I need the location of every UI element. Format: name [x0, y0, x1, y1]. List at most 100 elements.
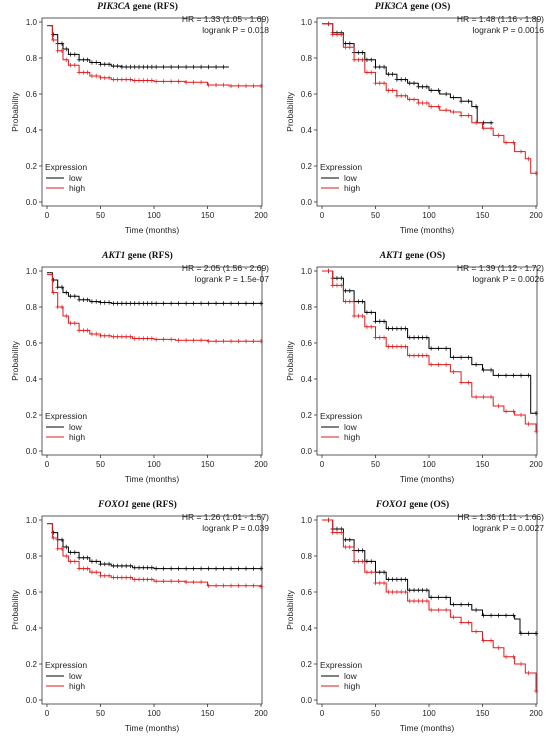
censor-mark [496, 133, 501, 138]
censor-mark [436, 104, 441, 109]
censor-mark [206, 583, 211, 588]
censor-mark [176, 338, 181, 343]
censor-mark [511, 140, 516, 145]
censor-mark [428, 595, 434, 600]
censor-mark [481, 638, 486, 643]
censor-mark [64, 57, 69, 62]
censor-mark [119, 575, 125, 580]
censor-mark [518, 412, 524, 418]
censor-marks-low [326, 268, 539, 416]
title-suffix: gene (OS) [406, 500, 450, 510]
chart-title: PIK3CA gene (RFS) [0, 2, 275, 12]
censor-mark [149, 565, 155, 570]
censor-mark [153, 579, 159, 584]
censor-mark [511, 409, 516, 414]
y-tick-label: 0.2 [301, 660, 313, 669]
censor-mark [351, 57, 357, 62]
censor-mark [102, 561, 107, 567]
y-tick-label: 0.4 [26, 624, 38, 633]
y-tick-label: 1.0 [26, 516, 38, 525]
censor-mark [451, 369, 456, 374]
legend-label-high: high [344, 432, 360, 442]
censor-mark [221, 583, 226, 588]
y-tick-label: 0.8 [26, 303, 38, 312]
censor-mark [503, 140, 509, 145]
censor-mark [377, 335, 382, 340]
censor-mark [377, 570, 382, 575]
x-tick-label: 50 [96, 460, 105, 469]
x-tick-label: 150 [201, 709, 215, 718]
censor-mark [72, 550, 78, 555]
x-tick-label: 50 [371, 460, 380, 469]
censor-mark [398, 326, 404, 331]
censor-mark [511, 613, 516, 618]
censor-mark [407, 353, 412, 358]
censor-mark [503, 654, 509, 659]
chart-title: FOXO1 gene (OS) [275, 500, 550, 510]
censor-mark [59, 546, 65, 551]
censor-mark [369, 57, 374, 62]
censor-mark [334, 276, 340, 281]
survival-curve-low [322, 23, 494, 124]
censor-mark [403, 589, 408, 595]
hazard-ratio-box: HR = 2.05 (1.56 - 2.69) logrank P = 1.5e-… [182, 263, 269, 285]
y-axis-label: Probability [285, 91, 295, 131]
censor-mark [386, 326, 391, 331]
chart-title: AKT1 gene (RFS) [0, 251, 275, 261]
censor-mark [451, 615, 456, 620]
hazard-ratio-box: HR = 1.36 (1.11 - 1.66) logrank P = 0.002… [457, 512, 544, 534]
title-suffix: gene (RFS) [130, 2, 178, 12]
censor-mark [243, 301, 249, 306]
censor-mark [81, 70, 86, 75]
censor-mark [364, 559, 370, 564]
censor-mark [198, 301, 204, 306]
censor-mark [451, 109, 456, 115]
plot-frame [316, 515, 538, 705]
censor-mark [228, 339, 234, 344]
censor-mark [518, 149, 524, 154]
plot-frame [41, 17, 263, 207]
censor-mark [72, 559, 78, 564]
censor-mark [68, 294, 73, 299]
censor-mark [420, 588, 425, 593]
censor-mark [111, 563, 116, 569]
censor-mark [458, 380, 464, 385]
censor-mark [398, 77, 404, 82]
censor-mark [119, 64, 125, 70]
censor-mark [64, 46, 69, 52]
censor-mark [364, 324, 370, 329]
censor-mark [390, 88, 395, 93]
y-tick-label: 1.0 [301, 267, 313, 276]
censor-mark [128, 334, 133, 339]
censor-mark [381, 319, 387, 324]
censor-mark [198, 64, 204, 70]
censor-mark [198, 566, 204, 571]
censor-mark [198, 80, 204, 85]
censor-mark [381, 64, 387, 70]
censor-mark [351, 313, 357, 319]
censor-mark [161, 79, 166, 84]
censor-mark [85, 70, 90, 75]
censor-mark [390, 344, 395, 349]
censor-mark [51, 277, 56, 283]
censor-mark [394, 93, 400, 98]
censor-mark [356, 559, 361, 564]
censor-mark [488, 613, 494, 618]
censor-mark [72, 321, 78, 326]
x-tick-label: 100 [147, 709, 161, 718]
x-tick-label: 200 [529, 460, 543, 469]
censor-mark [416, 598, 421, 604]
censor-mark [503, 613, 509, 618]
censor-mark [198, 579, 204, 585]
censor-mark [76, 70, 82, 75]
censor-mark [89, 570, 95, 575]
censor-mark [466, 380, 471, 385]
censor-mark [533, 411, 539, 416]
censor-mark [89, 73, 95, 79]
y-tick-label: 0.6 [301, 588, 313, 597]
censor-mark [398, 577, 404, 582]
